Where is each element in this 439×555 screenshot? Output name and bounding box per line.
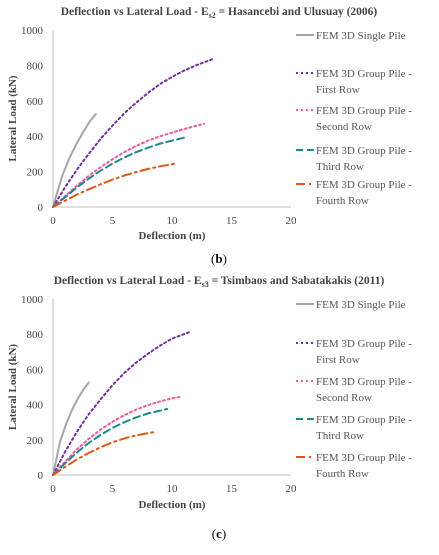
chart-title-main: Deflection vs Lateral Load - E <box>61 6 209 18</box>
legend-label-5: FEM 3D Group Pile - <box>316 179 412 191</box>
chart-title-rest: = Hasancebi and Ulusuay (2006) <box>216 6 378 18</box>
chart-2: Deflection vs Lateral Load - Es3 = Tsimb… <box>7 275 412 541</box>
chart-title-subscript: s3 <box>202 280 209 289</box>
series-line-2 <box>52 58 214 208</box>
chart-title: Deflection vs Lateral Load - Es2 = Hasan… <box>61 6 378 20</box>
x-tick-label: 15 <box>226 483 238 495</box>
x-tick-label: 5 <box>110 215 116 227</box>
legend-label-3: FEM 3D Group Pile - <box>316 105 412 117</box>
legend-label-3: Second Row <box>316 121 372 133</box>
y-tick-label: 800 <box>27 60 44 72</box>
y-tick-label: 200 <box>27 435 44 447</box>
series-line-2 <box>52 331 190 476</box>
legend-label-4: FEM 3D Group Pile - <box>316 414 412 426</box>
legend-label-5: FEM 3D Group Pile - <box>316 452 412 464</box>
legend-label-2: First Row <box>316 354 360 366</box>
x-axis-title: Deflection (m) <box>139 499 206 511</box>
caption-letter: b <box>215 251 222 266</box>
caption-open: ( <box>212 526 216 541</box>
y-tick-label: 600 <box>27 364 44 376</box>
x-tick-label: 20 <box>286 483 298 495</box>
figure-caption: (b) <box>211 251 227 266</box>
legend-label-4: FEM 3D Group Pile - <box>316 145 412 157</box>
y-tick-label: 800 <box>27 329 44 341</box>
legend-label-3: Second Row <box>316 392 372 404</box>
x-tick-label: 0 <box>50 215 56 227</box>
y-tick-label: 0 <box>38 202 44 214</box>
figure-caption: (c) <box>212 526 226 541</box>
y-tick-label: 1000 <box>21 294 44 306</box>
legend-label-1: FEM 3D Single Pile <box>316 30 406 42</box>
series-line-5 <box>52 162 177 208</box>
chart-title-rest: = Tsimbaos and Sabatakakis (2011) <box>209 275 385 287</box>
series-line-1 <box>52 113 97 208</box>
x-tick-label: 15 <box>226 215 238 227</box>
caption-close: ) <box>223 251 227 266</box>
chart-title-subscript: s2 <box>209 11 216 20</box>
legend-label-1: FEM 3D Single Pile <box>316 299 406 311</box>
chart-title: Deflection vs Lateral Load - Es3 = Tsimb… <box>54 275 385 289</box>
legend-label-2: FEM 3D Group Pile - <box>316 338 412 350</box>
y-tick-label: 400 <box>27 131 44 143</box>
x-tick-label: 0 <box>50 483 56 495</box>
series-line-3 <box>52 395 183 476</box>
y-axis-title: Lateral Load (kN) <box>7 344 19 431</box>
y-tick-label: 600 <box>27 96 44 108</box>
legend-label-2: First Row <box>316 84 360 96</box>
y-tick-label: 200 <box>27 167 44 179</box>
caption-open: ( <box>211 251 215 266</box>
legend-label-4: Third Row <box>316 430 364 442</box>
legend-label-4: Third Row <box>316 161 364 173</box>
x-tick-label: 10 <box>167 483 179 495</box>
caption-letter: c <box>216 526 222 541</box>
legend-label-5: Fourth Row <box>316 195 369 207</box>
x-tick-label: 5 <box>110 483 116 495</box>
y-tick-label: 0 <box>38 470 44 482</box>
x-tick-label: 20 <box>286 215 298 227</box>
series-line-5 <box>52 430 157 476</box>
legend-label-2: FEM 3D Group Pile - <box>316 68 412 80</box>
chart-title-main: Deflection vs Lateral Load - E <box>54 275 202 287</box>
series-line-1 <box>52 381 90 476</box>
chart-1: Deflection vs Lateral Load - Es2 = Hasan… <box>7 6 412 266</box>
x-tick-label: 10 <box>167 215 179 227</box>
legend-label-3: FEM 3D Group Pile - <box>316 376 412 388</box>
caption-close: ) <box>222 526 226 541</box>
series-line-3 <box>52 122 206 208</box>
x-axis-title: Deflection (m) <box>139 230 206 242</box>
y-tick-label: 400 <box>27 400 44 412</box>
series-line-4 <box>52 136 188 208</box>
legend-label-5: Fourth Row <box>316 468 369 480</box>
series-line-4 <box>52 408 169 476</box>
y-axis-title: Lateral Load (kN) <box>7 75 19 162</box>
y-tick-label: 1000 <box>21 25 44 37</box>
